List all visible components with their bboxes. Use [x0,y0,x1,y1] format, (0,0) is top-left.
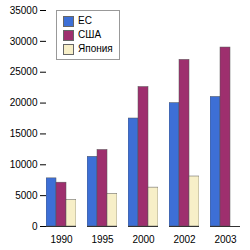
svg-text:30000: 30000 [10,36,38,47]
svg-text:15000: 15000 [10,128,38,139]
svg-text:0: 0 [32,221,38,232]
svg-text:35000: 35000 [10,5,38,16]
svg-text:2003: 2003 [214,234,237,245]
svg-text:2002: 2002 [173,234,196,245]
svg-text:25000: 25000 [10,66,38,77]
svg-text:5000: 5000 [15,190,38,201]
svg-text:10000: 10000 [10,159,38,170]
html-text:США: США [78,29,102,40]
html-text:ЕС: ЕС [78,15,92,26]
svg-text:2000: 2000 [132,234,155,245]
svg-text:1990: 1990 [50,234,73,245]
svg-text:20000: 20000 [10,97,38,108]
html-text:Япония: Япония [78,43,113,54]
svg-text:1995: 1995 [91,234,114,245]
